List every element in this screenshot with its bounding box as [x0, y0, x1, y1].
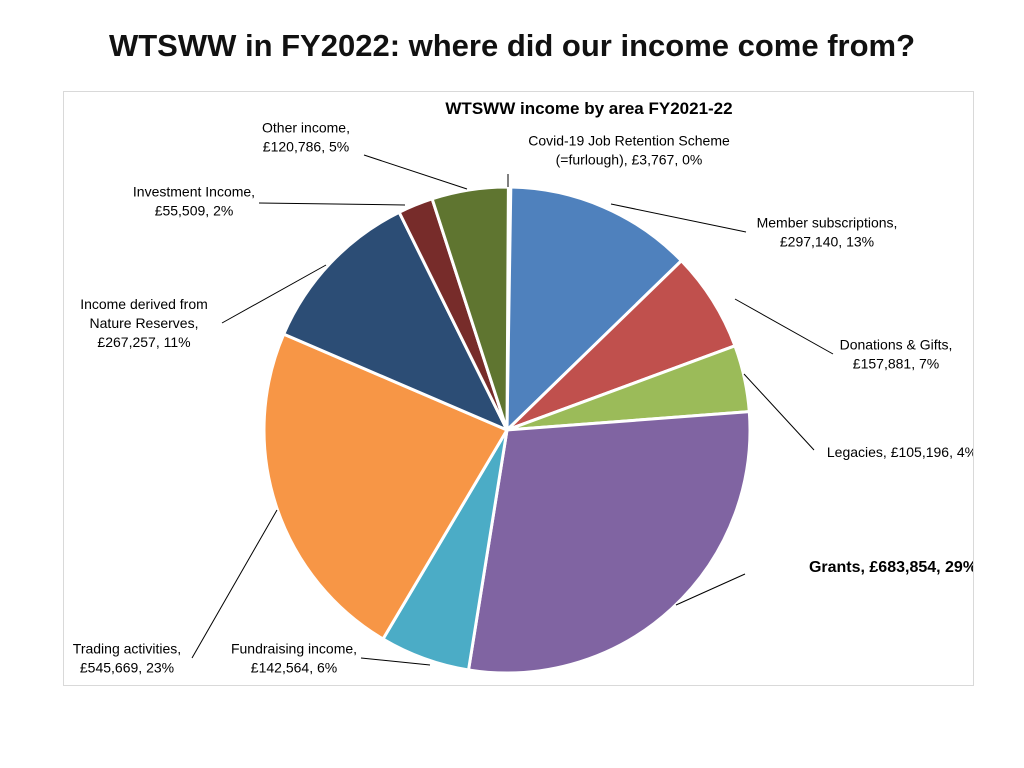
data-label-income-derived-from-nature-reserves: Income derived from Nature Reserves, £267,…: [80, 296, 208, 350]
pie-slice-trading-activities: [262, 332, 509, 641]
data-label-line: Covid-19 Job Retention Scheme: [528, 133, 730, 149]
data-label-line: £297,140, 13%: [780, 234, 874, 250]
leader-line-donations-gifts: [734, 298, 834, 355]
pie-chart: WTSWW income by area FY2021-22 Covid-19 …: [73, 99, 973, 676]
leader-line-legacies: [743, 373, 815, 451]
data-label-investment-income: Investment Income, £55,509, 2%: [133, 184, 255, 219]
data-label-line: Other income,: [262, 120, 350, 136]
leader-line-investment-income: [258, 202, 406, 206]
data-label-trading-activities: Trading activities, £545,669, 23%: [73, 641, 181, 676]
data-label-line: Donations & Gifts,: [840, 337, 953, 353]
data-label-line: Trading activities,: [73, 641, 181, 657]
data-label-line: £267,257, 11%: [97, 334, 190, 350]
data-label-grants: Grants, £683,854, 29%: [809, 559, 973, 576]
data-label-line: Nature Reserves,: [90, 315, 199, 331]
pie-slice-grants: [467, 410, 752, 675]
chart-title: WTSWW income by area FY2021-22: [445, 99, 732, 118]
data-label-line: £545,669, 23%: [80, 660, 174, 676]
data-label-line: £157,881, 7%: [853, 356, 939, 372]
data-label-line: £142,564, 6%: [251, 660, 337, 676]
leader-line-trading-activities: [191, 509, 278, 659]
data-label-line: Legacies, £105,196, 4%: [827, 444, 973, 460]
page-title: WTSWW in FY2022: where did our income co…: [108, 28, 916, 63]
leader-lines-layer: [191, 154, 834, 666]
data-label-line: Income derived from: [80, 296, 208, 312]
data-label-line: Fundraising income,: [231, 641, 357, 657]
data-label-legacies: Legacies, £105,196, 4%: [827, 444, 973, 460]
data-label-fundraising-income: Fundraising income, £142,564, 6%: [231, 641, 357, 676]
data-label-donations-gifts: Donations & Gifts, £157,881, 7%: [840, 337, 953, 372]
data-label-line: £120,786, 5%: [263, 139, 349, 155]
data-label-line: Member subscriptions,: [757, 215, 898, 231]
data-label-line: Investment Income,: [133, 184, 255, 200]
data-label-other-income: Other income, £120,786, 5%: [262, 120, 350, 155]
leader-line-grants: [675, 573, 746, 606]
data-labels-layer: Covid-19 Job Retention Scheme (=furlough)…: [73, 120, 973, 676]
chart-area: WTSWW income by area FY2021-22 Covid-19 …: [63, 91, 974, 686]
data-label-line: £55,509, 2%: [155, 203, 234, 219]
pie-slice-income-derived-from-nature-reserves: [282, 210, 509, 432]
leader-line-other-income: [363, 154, 468, 190]
data-label-line: (=furlough), £3,767, 0%: [556, 152, 703, 168]
leader-line-income-derived-from-nature-reserves: [221, 264, 327, 324]
slices-layer: [262, 185, 752, 675]
data-label-covid-19-job-retention-scheme-furlough: Covid-19 Job Retention Scheme (=furlough)…: [528, 133, 730, 168]
leader-line-member-subscriptions: [610, 203, 747, 233]
leader-line-fundraising-income: [360, 657, 431, 666]
data-label-line: Grants, £683,854, 29%: [809, 559, 973, 576]
data-label-member-subscriptions: Member subscriptions, £297,140, 13%: [757, 215, 898, 250]
pie-slice-member-subscriptions: [505, 185, 683, 432]
